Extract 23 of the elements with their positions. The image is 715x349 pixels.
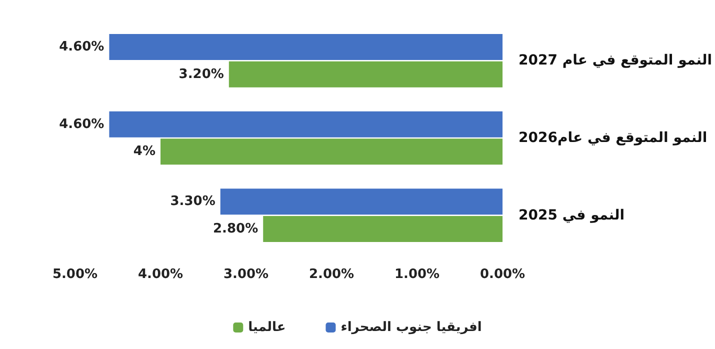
legend-label: عالميا: [248, 320, 286, 335]
data-label: 2.80%: [213, 221, 258, 236]
data-label: 4%: [133, 144, 156, 160]
x-tick-label: 5.00%: [52, 267, 98, 282]
data-label: 3.20%: [178, 66, 224, 82]
data-label: 4.60%: [59, 40, 104, 55]
bar: [228, 61, 503, 88]
x-tick-label: 0.00%: [480, 267, 526, 282]
y-tick-label: النمو المتوقع في عام2026: [518, 130, 708, 146]
y-tick-label: النمو في 2025: [518, 207, 625, 224]
legend-label: افريقيا جنوب الصحراء: [340, 320, 482, 335]
bar: [263, 216, 503, 242]
x-tick-label: 1.00%: [394, 267, 440, 282]
bar: [109, 111, 503, 138]
bar: [160, 138, 503, 165]
x-tick-label: 4.00%: [138, 267, 184, 282]
bar: [220, 188, 503, 215]
y-tick-label: النمو المتوقع في عام 2027: [518, 52, 712, 69]
data-label: 3.30%: [170, 194, 216, 210]
x-tick-label: 3.00%: [223, 267, 269, 282]
data-label: 4.60%: [59, 116, 104, 132]
bar: [109, 34, 503, 60]
x-tick-label: 2.00%: [308, 267, 354, 282]
